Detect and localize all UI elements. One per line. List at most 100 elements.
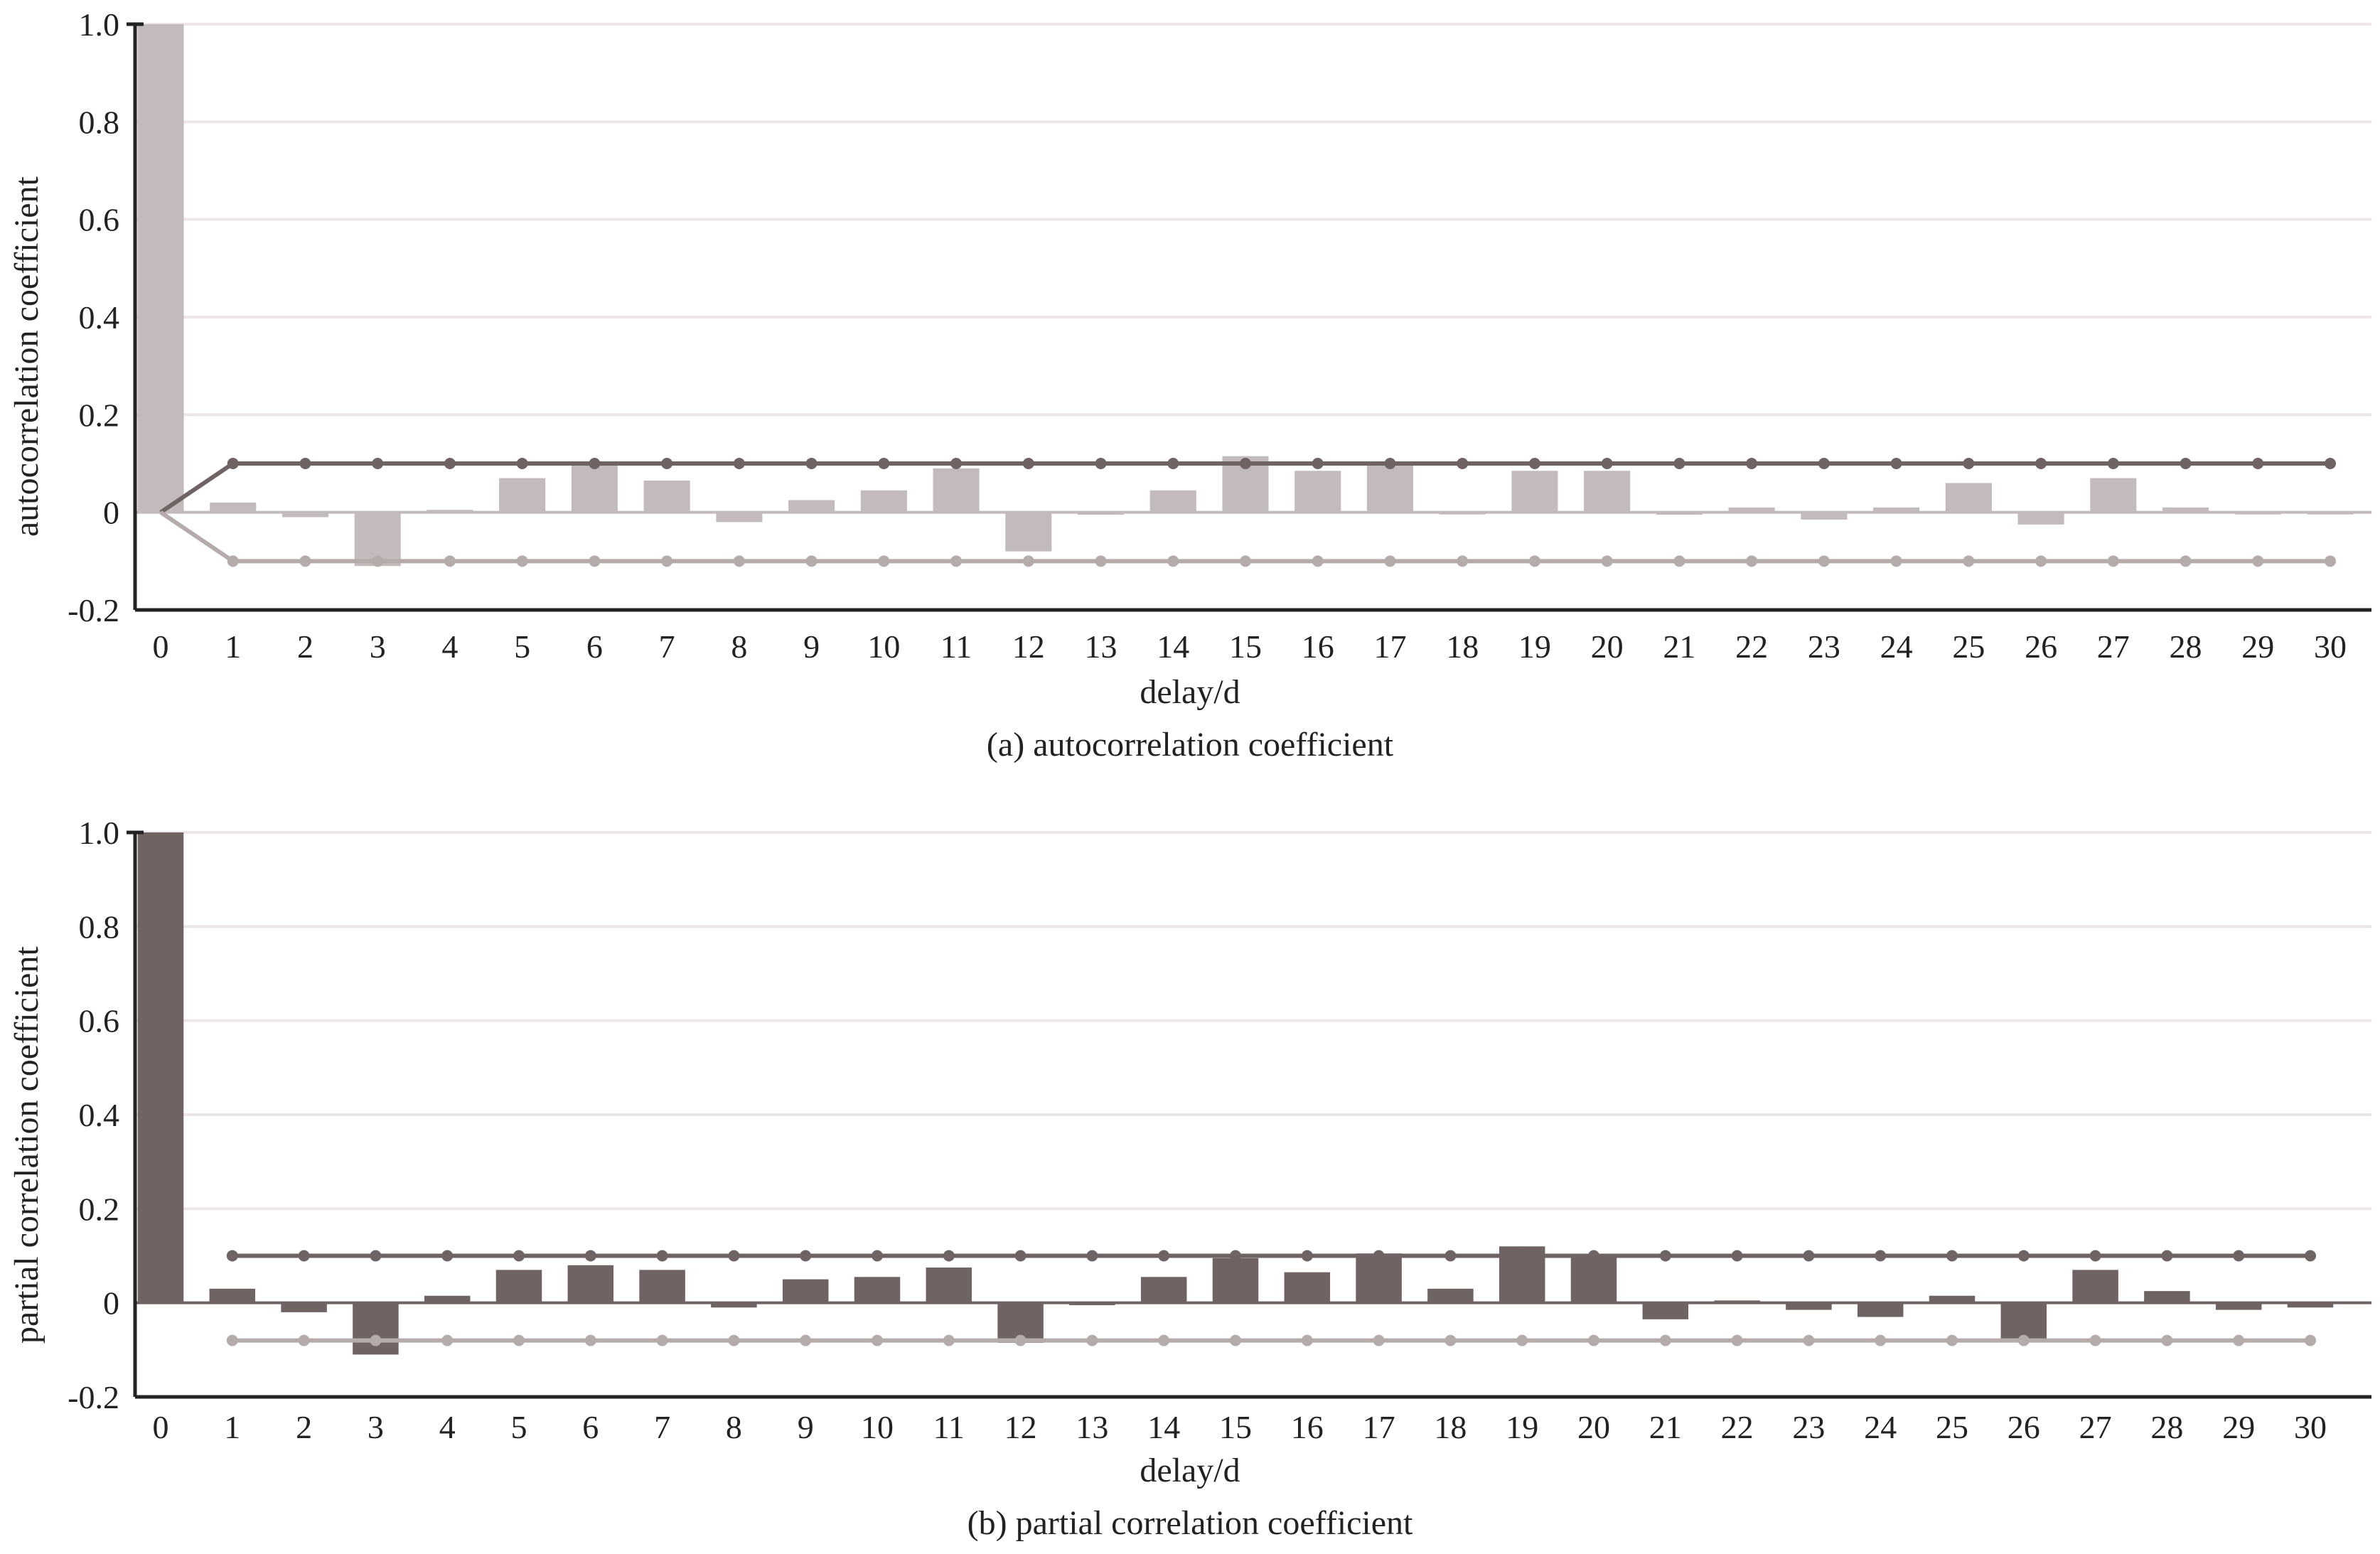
pacf-caption: (b) partial correlation coefficient — [967, 1504, 1413, 1542]
acf-chart-panel: 1.0 0.8 0.6 0.4 0.2 0 -0.2 0 1 2 3 4 5 6 7 8 9 10 11 12 13 14… — [8, 6, 2371, 763]
acf-confidence-marker — [2252, 458, 2264, 469]
pacf-confidence-marker — [298, 1250, 310, 1262]
acf-confidence-marker — [1167, 555, 1179, 567]
pacf-confidence-marker — [800, 1250, 812, 1262]
pacf-confidence-marker — [441, 1334, 454, 1346]
pacf-confidence-marker — [226, 1250, 238, 1262]
acf-confidence-marker — [1890, 458, 1902, 469]
pacf-confidence-marker — [1875, 1334, 1887, 1346]
acf-x-tick-label: 2 — [297, 628, 313, 665]
acf-confidence-marker — [1167, 458, 1179, 469]
pacf-bar — [2215, 1302, 2262, 1310]
acf-confidence-marker — [372, 458, 384, 469]
acf-confidence-marker — [1601, 555, 1613, 567]
acf-lower-confidence-line-start — [159, 510, 235, 563]
pacf-bar — [1786, 1302, 1832, 1310]
pacf-bar — [281, 1302, 327, 1312]
pacf-y-tick-label: 0 — [103, 1285, 119, 1322]
acf-confidence-marker — [1022, 555, 1034, 567]
pacf-bar — [2287, 1302, 2334, 1308]
pacf-bar — [782, 1279, 829, 1303]
pacf-bar — [1857, 1302, 1904, 1317]
pacf-x-tick-label: 17 — [1363, 1409, 1395, 1445]
pacf-chart-panel: 1.0 0.8 0.6 0.4 0.2 0 -0.2 0 1 2 3 4 5 6 7 8 9 10 11 12 13 14… — [0, 777, 2380, 1554]
pacf-bar — [567, 1265, 614, 1303]
pacf-confidence-marker — [1516, 1334, 1528, 1346]
acf-confidence-marker — [444, 458, 456, 469]
pacf-confidence-marker — [2089, 1250, 2101, 1262]
acf-confidence-marker — [2180, 555, 2192, 567]
pacf-bar — [424, 1295, 471, 1303]
pacf-bar — [495, 1270, 542, 1303]
pacf-bar — [854, 1277, 901, 1303]
acf-confidence-marker — [661, 555, 673, 567]
pacf-confidence-marker — [1659, 1250, 1671, 1262]
pacf-confidence-marker — [1803, 1250, 1815, 1262]
acf-confidence-marker — [589, 555, 601, 567]
acf-x-tick-label: 29 — [2241, 628, 2274, 665]
acf-x-tick-label: 13 — [1085, 628, 1117, 665]
pacf-confidence-marker — [370, 1334, 382, 1346]
acf-confidence-marker — [1312, 458, 1324, 469]
acf-confidence-marker — [805, 555, 818, 567]
pacf-confidence-marker — [584, 1250, 596, 1262]
acf-confidence-marker — [2325, 458, 2336, 469]
pacf-confidence-marker — [1014, 1334, 1026, 1346]
acf-confidence-marker — [733, 555, 745, 567]
pacf-confidence-marker — [1444, 1250, 1457, 1262]
acf-x-tick-label: 20 — [1591, 628, 1624, 665]
pacf-y-tick-label: -0.2 — [68, 1379, 119, 1415]
pacf-confidence-marker — [656, 1334, 668, 1346]
acf-x-tick-label: 17 — [1373, 628, 1406, 665]
acf-x-tick-label: 30 — [2314, 628, 2347, 665]
pacf-bar — [1427, 1288, 1474, 1303]
pacf-confidence-marker — [728, 1250, 740, 1262]
acf-y-tick-label: -0.2 — [68, 592, 119, 628]
acf-confidence-marker — [1528, 555, 1540, 567]
pacf-x-tick-label: 26 — [2008, 1409, 2040, 1445]
pacf-confidence-marker — [1301, 1250, 1313, 1262]
pacf-x-tick-label: 7 — [654, 1409, 670, 1445]
pacf-bar — [926, 1268, 972, 1303]
acf-y-axis-label: autocorrelation coefficient — [8, 176, 45, 537]
pacf-x-tick-label: 22 — [1721, 1409, 1754, 1445]
acf-x-tick-label: 16 — [1302, 628, 1334, 665]
pacf-x-tick-label: 6 — [582, 1409, 599, 1445]
pacf-bar — [2144, 1291, 2190, 1303]
pacf-x-axis-label: delay/d — [1140, 1452, 1240, 1489]
acf-x-tick-label: 26 — [2025, 628, 2057, 665]
pacf-confidence-marker — [1659, 1334, 1671, 1346]
acf-confidence-marker — [805, 458, 818, 469]
pacf-bar — [1284, 1272, 1331, 1303]
pacf-confidence-marker — [800, 1334, 812, 1346]
acf-confidence-marker — [1457, 458, 1469, 469]
acf-confidence-marker — [878, 458, 890, 469]
acf-x-tick-label: 12 — [1012, 628, 1045, 665]
acf-x-tick-label: 11 — [940, 628, 972, 665]
acf-bar — [1149, 490, 1196, 513]
pacf-bar — [137, 832, 184, 1303]
pacf-confidence-marker — [872, 1250, 883, 1262]
pacf-confidence-marker — [370, 1250, 382, 1262]
pacf-x-tick-label: 10 — [861, 1409, 894, 1445]
acf-bar — [2017, 512, 2064, 525]
acf-y-tick-label: 0.6 — [79, 202, 120, 238]
pacf-bar — [711, 1302, 757, 1308]
acf-confidence-marker — [444, 555, 456, 567]
acf-bar — [2162, 507, 2209, 513]
acf-confidence-marker — [227, 458, 239, 469]
acf-confidence-marker — [2325, 555, 2336, 567]
acf-confidence-marker — [2107, 555, 2119, 567]
pacf-confidence-marker — [1373, 1250, 1385, 1262]
acf-confidence-marker — [1528, 458, 1540, 469]
pacf-confidence-marker — [1230, 1334, 1241, 1346]
acf-bar — [571, 463, 618, 513]
acf-x-tick-label: 1 — [225, 628, 241, 665]
acf-x-tick-label: 18 — [1446, 628, 1479, 665]
acf-bar — [1005, 512, 1052, 552]
acf-confidence-marker — [227, 555, 239, 567]
pacf-confidence-marker — [872, 1334, 883, 1346]
acf-x-tick-label: 21 — [1663, 628, 1695, 665]
acf-confidence-marker — [1384, 458, 1396, 469]
acf-confidence-marker — [372, 555, 384, 567]
